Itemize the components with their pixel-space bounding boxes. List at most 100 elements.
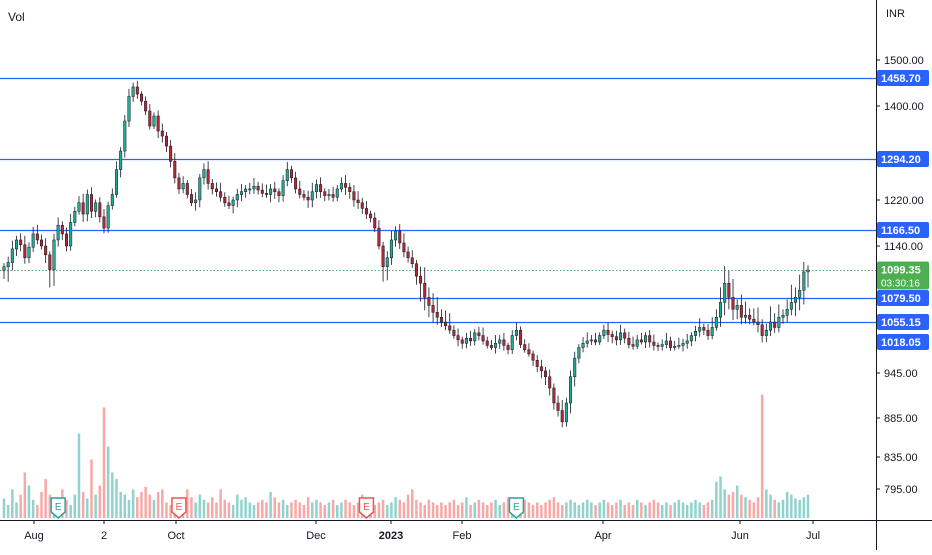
earnings-marker[interactable]: E — [50, 497, 66, 519]
volume-bar — [298, 502, 302, 518]
volume-bar — [656, 502, 660, 518]
volume-bar — [535, 502, 539, 518]
candle-down — [760, 324, 764, 336]
candle-down — [481, 335, 485, 342]
candle-down — [35, 233, 39, 241]
volume-bar — [748, 499, 751, 518]
earnings-marker[interactable]: E — [171, 497, 187, 519]
volume-bar — [165, 502, 168, 518]
volume-bar — [261, 499, 264, 518]
candle-down — [227, 202, 231, 206]
candle-down — [89, 194, 93, 212]
volume-bar — [706, 502, 710, 518]
candle-up — [494, 343, 498, 348]
volume-bar — [452, 499, 456, 518]
candle-down — [544, 370, 548, 378]
volume-bar — [669, 505, 672, 518]
candle-down — [98, 202, 102, 218]
candle-up — [681, 343, 685, 346]
volume-bar — [219, 489, 222, 518]
x-axis-ticks: Aug 2 Oct Dec 2023 Feb Apr Jun Jul — [24, 520, 820, 542]
volume-bar — [381, 499, 385, 518]
volume-bar — [327, 502, 331, 518]
candle-down — [435, 312, 439, 318]
earnings-marker[interactable]: E — [358, 497, 375, 519]
volume-bar — [785, 492, 789, 518]
volume-bar — [206, 502, 210, 518]
candle-down — [439, 316, 443, 323]
volume-bar — [352, 505, 356, 518]
volume-bar — [631, 505, 635, 518]
volume-bar — [640, 502, 643, 518]
volume-bar — [477, 499, 481, 518]
volume-bar — [131, 489, 135, 518]
price-level-badge: 1055.15 — [877, 314, 929, 330]
volume-bar — [481, 502, 485, 518]
candle-down — [485, 340, 489, 346]
candle-up — [14, 239, 18, 250]
candle-up — [339, 183, 343, 190]
volume-bar — [531, 505, 535, 518]
volume-bar — [469, 505, 472, 518]
candle-down — [548, 376, 552, 389]
candle-down — [206, 169, 210, 184]
candle-up — [389, 239, 393, 259]
candle-down — [377, 227, 381, 247]
candle-up — [252, 185, 256, 190]
candle-down — [44, 245, 48, 256]
candle-down — [256, 185, 260, 191]
candle-up — [689, 335, 693, 342]
volume-bar — [211, 497, 214, 518]
candle-down — [739, 305, 743, 318]
volume-bar — [161, 489, 164, 518]
volume-bar — [410, 489, 414, 518]
candle-down — [606, 329, 610, 335]
candle-up — [114, 169, 118, 195]
candle-up — [585, 340, 589, 344]
volume-bar — [660, 505, 664, 518]
candle-down — [348, 187, 352, 192]
volume-bar — [302, 505, 306, 518]
candle-down — [748, 314, 752, 320]
candle-down — [648, 335, 652, 343]
volume-indicator-label[interactable]: Vol — [8, 10, 25, 24]
candle-down — [448, 325, 452, 331]
volume-bar — [423, 505, 426, 518]
candle-down — [427, 297, 431, 306]
candle-down — [364, 208, 368, 215]
earnings-marker[interactable]: E — [508, 497, 525, 519]
price-level-lines — [0, 77, 876, 324]
candle-down — [277, 191, 281, 196]
candle-down — [302, 194, 306, 198]
volume-bar — [623, 505, 626, 518]
price-level-badge-bg — [877, 151, 929, 167]
volume-bar — [494, 499, 497, 518]
candle-down — [614, 336, 618, 341]
candle-up — [794, 297, 798, 303]
volume-bar — [106, 446, 110, 518]
candle-down — [381, 245, 385, 267]
candle-down — [144, 100, 148, 112]
volume-bar — [69, 505, 72, 518]
volume-bar — [565, 502, 568, 518]
volume-bar — [123, 494, 127, 518]
price-level-badge-bg — [877, 334, 929, 350]
volume-bar — [569, 499, 572, 518]
candle-up — [802, 271, 806, 291]
candle-down — [60, 224, 64, 235]
volume-bar — [281, 499, 285, 518]
candle-up — [473, 332, 477, 342]
earnings-icon — [508, 497, 525, 519]
candle-up — [285, 169, 289, 181]
volume-bar — [419, 502, 422, 518]
y-tick-label: 885.00 — [884, 413, 918, 425]
price-level-badge: 1166.50 — [877, 222, 929, 238]
candle-up — [73, 210, 77, 223]
price-level-badge: 1079.50 — [877, 290, 929, 306]
candle-up — [52, 239, 56, 270]
volume-bar — [673, 502, 676, 518]
candle-down — [431, 305, 435, 313]
